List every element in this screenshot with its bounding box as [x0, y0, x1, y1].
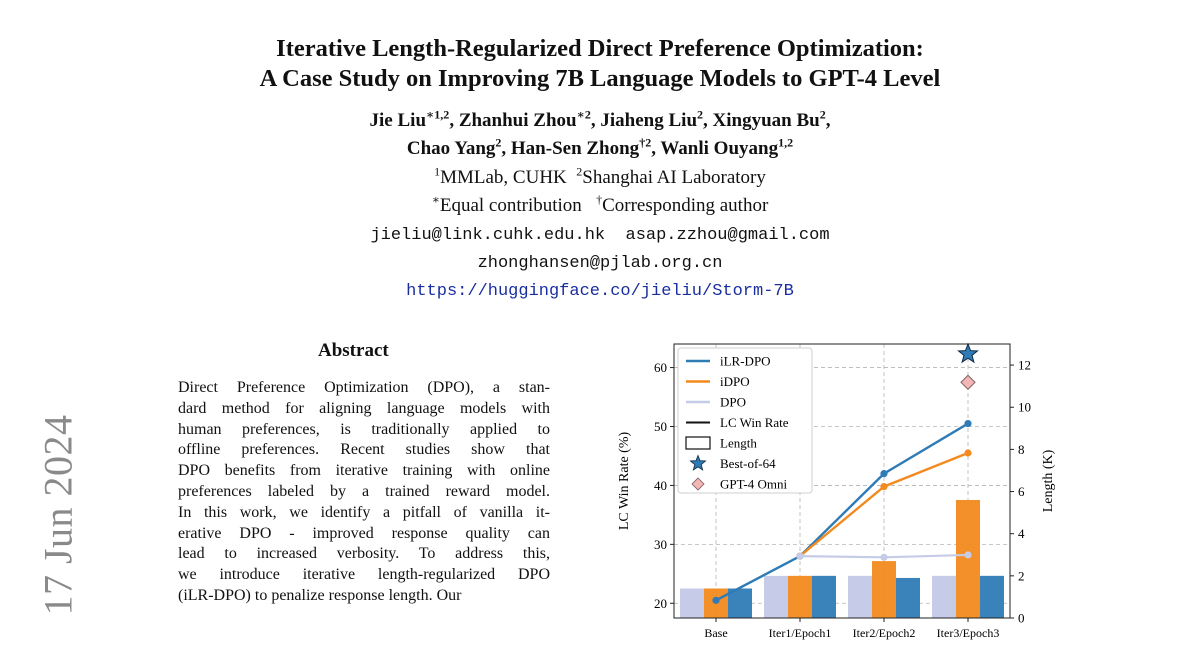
y2-tick-label: 0: [1018, 611, 1025, 626]
y-tick-label: 20: [654, 596, 667, 611]
legend-box: [677, 347, 813, 494]
author-sup: ∗2: [576, 107, 591, 122]
author-sup: †2: [639, 135, 652, 150]
y-tick-label: 30: [654, 537, 667, 552]
win-rate-point-ilr-dpo: [964, 419, 972, 428]
x-tick-label: Base: [704, 626, 727, 640]
author-sup: 2: [495, 135, 502, 150]
abstract-line: offline preferences. Recent studies show…: [178, 441, 550, 459]
gpt4-omni-diamond: [960, 374, 976, 391]
affiliation: Shanghai AI Laboratory: [582, 167, 766, 188]
corresponding-author-note: Corresponding author: [602, 195, 769, 216]
y-tick-label: 40: [654, 478, 667, 493]
plot-frame: [673, 343, 1011, 619]
length-bar-idpo: [788, 575, 812, 618]
equal-contribution-note: Equal contribution: [439, 195, 582, 216]
abstract-line: In this work, we identify a pitfall of v…: [178, 503, 550, 521]
email-line-2: zhonghansen@pjlab.org.cn: [477, 254, 723, 273]
length-bar-idpo: [872, 561, 896, 618]
abstract-line: we introduce iterative length-regularize…: [178, 566, 550, 584]
arxiv-date-text: 17 Jun 2024: [35, 414, 81, 616]
length-bar-dpo: [848, 575, 872, 618]
legend-label: Best-of-64: [720, 456, 776, 471]
author-name: Han-Sen Zhong: [510, 138, 640, 159]
legend-label: GPT-4 Omni: [720, 477, 787, 492]
length-bar-ilr-dpo: [812, 575, 836, 618]
x-tick-label: Iter2/Epoch2: [853, 626, 916, 640]
abstract-heading: Abstract: [318, 340, 389, 361]
paper-title-line2: A Case Study on Improving 7B Language Mo…: [259, 65, 941, 92]
author-name: Jie Liu: [369, 110, 427, 131]
paper-title-line1: Iterative Length-Regularized Direct Pref…: [276, 35, 924, 62]
legend-swatch-box: [685, 436, 711, 450]
author-sup: ∗1,2: [426, 107, 450, 122]
abstract-line: Direct Preference Optimization (DPO), a …: [178, 379, 550, 396]
y2-axis-label: Length (K): [1041, 449, 1056, 512]
legend-label: iDPO: [720, 374, 750, 389]
author-line-2: Chao Yang2, Han-Sen Zhong†2, Wanli Ouyan…: [406, 135, 794, 159]
abstract-line: (iLR-DPO) to penalize response length. O…: [178, 586, 462, 604]
author-sup: 2: [819, 107, 826, 122]
arxiv-date-stamp: 17 Jun 2024: [18, 395, 98, 635]
y-axis-label: LC Win Rate (%): [617, 432, 632, 531]
y2-tick-label: 4: [1018, 526, 1025, 541]
author-name: Jiaheng Liu: [600, 110, 698, 131]
affiliation: MMLab, CUHK: [440, 167, 567, 188]
length-bar-ilr-dpo: [728, 588, 752, 618]
length-bar-dpo: [764, 575, 788, 618]
win-rate-point-ilr-dpo: [880, 470, 888, 478]
abstract-line: erative DPO - improved response quality …: [178, 524, 550, 542]
best-of-64-star: [957, 342, 979, 364]
legend-star-icon: [689, 454, 707, 471]
win-rate-point-dpo: [796, 552, 804, 560]
y2-tick-label: 12: [1018, 358, 1031, 373]
x-tick-label: Iter1/Epoch1: [769, 626, 832, 640]
abstract-body: Direct Preference Optimization (DPO), a …: [178, 378, 550, 607]
win-rate-point-idpo: [964, 449, 972, 457]
length-bar-dpo: [932, 575, 956, 618]
x-tick-label: Iter3/Epoch3: [937, 626, 1000, 640]
win-rate-point-dpo: [964, 551, 972, 559]
length-bar-idpo: [956, 499, 980, 618]
y2-tick-label: 6: [1018, 484, 1025, 499]
legend-label: LC Win Rate: [720, 415, 789, 430]
y2-tick-label: 10: [1018, 400, 1031, 415]
win-rate-point-idpo: [880, 482, 888, 491]
abstract-line: DPO benefits from iterative training wit…: [178, 462, 550, 480]
author-name: Chao Yang: [406, 138, 496, 159]
email-line-1: jieliu@link.cuhk.edu.hk asap.zzhou@gmail…: [370, 226, 830, 245]
win-rate-point-ilr-dpo: [712, 596, 720, 604]
abstract-line: human preferences, is traditionally appl…: [178, 420, 550, 438]
contribution-notes: ∗Equal contribution †Corresponding autho…: [431, 192, 769, 216]
model-url-link[interactable]: https://huggingface.co/jieliu/Storm-7B: [406, 282, 794, 301]
length-bar-dpo: [680, 588, 704, 618]
legend-label: iLR-DPO: [720, 354, 771, 369]
author-line-1: Jie Liu∗1,2, Zhanhui Zhou∗2, Jiaheng Liu…: [369, 107, 831, 131]
y2-tick-label: 8: [1018, 442, 1025, 457]
abstract-line: lead to increased verbosity. To address …: [178, 545, 550, 563]
abstract-line: dard method for aligning language models…: [178, 399, 550, 417]
author-sup: 1,2: [778, 135, 794, 150]
affiliations: 1MMLab, CUHK 2Shanghai AI Laboratory: [434, 164, 766, 188]
legend-label: DPO: [720, 395, 746, 410]
author-name: Zhanhui Zhou: [458, 110, 577, 131]
legend-diamond-icon: [691, 477, 705, 491]
y-tick-label: 50: [654, 419, 667, 434]
win-rate-point-dpo: [880, 553, 888, 561]
author-name: Xingyuan Bu: [712, 110, 820, 131]
author-sup: 2: [697, 107, 704, 122]
y2-tick-label: 2: [1018, 568, 1025, 583]
author-name: Wanli Ouyang: [660, 138, 779, 159]
legend-label: Length: [720, 436, 757, 451]
y-tick-label: 60: [654, 360, 667, 375]
abstract-line: preferences labeled by a trained reward …: [178, 482, 550, 500]
win-rate-length-chart: 20 30 40 50 60 0 2 4 6 8 10 12 Base Iter1/Epoch1 Iter2…: [617, 342, 1056, 640]
length-bar-ilr-dpo: [896, 577, 920, 618]
length-bar-ilr-dpo: [980, 575, 1004, 618]
win-rate-line-ilr-dpo: [715, 422, 969, 602]
